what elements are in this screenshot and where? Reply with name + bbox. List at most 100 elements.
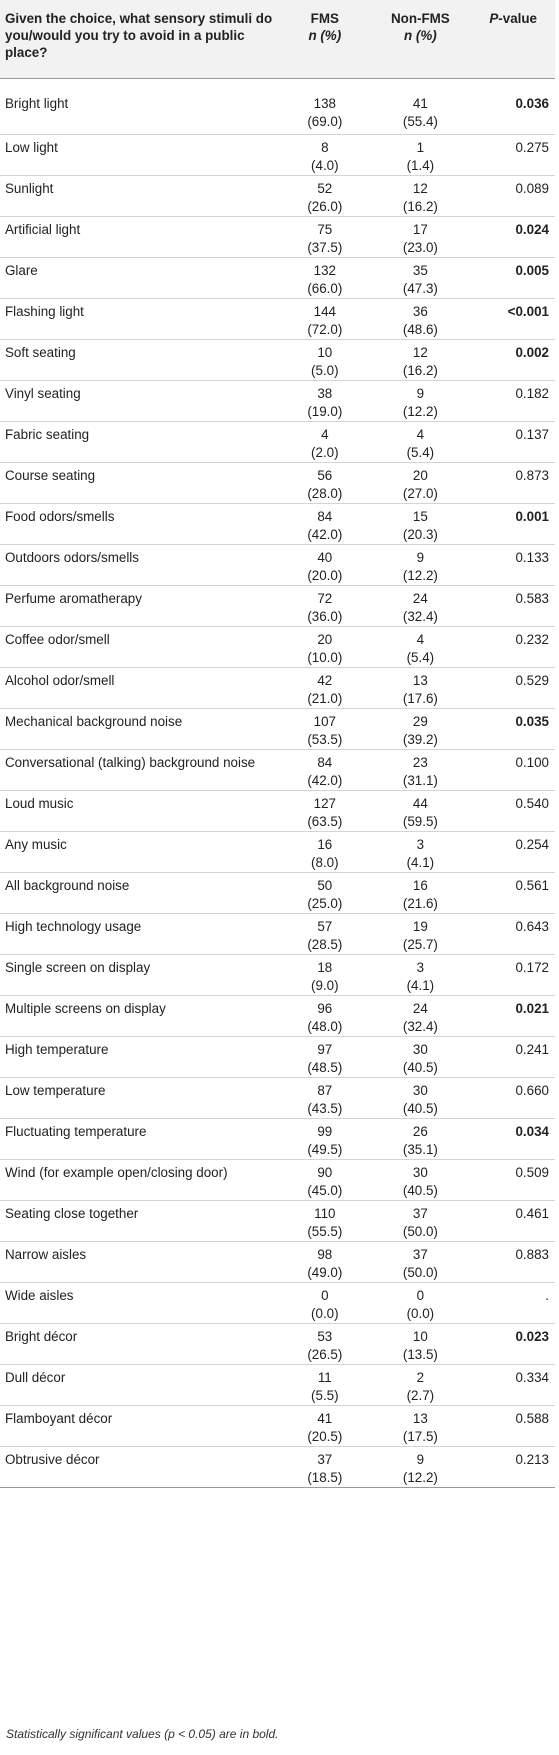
row-label: Course seating: [0, 462, 281, 504]
fms-cell: 56 (28.0): [280, 462, 370, 504]
fms-percent: (49.5): [307, 1142, 343, 1157]
row-label: Loud music: [0, 790, 281, 832]
nonfms-percent: (39.2): [402, 732, 438, 747]
fms-percent: (9.0): [311, 978, 339, 993]
fms-cell: 0 (0.0): [280, 1282, 370, 1324]
fms-percent: (42.0): [307, 773, 343, 788]
table-row: Artificial light 75 (37.5) 17 (23.0) 0.024: [0, 216, 555, 258]
pvalue-cell: 0.275: [471, 134, 555, 176]
row-label: Vinyl seating: [0, 380, 281, 422]
nonfms-cell: 12 (16.2): [369, 339, 472, 381]
nonfms-percent: (4.1): [406, 855, 435, 870]
header-row: Given the choice, what sensory stimuli d…: [0, 0, 555, 79]
fms-percent: (48.0): [307, 1019, 343, 1034]
pvalue-cell: 0.089: [471, 175, 555, 217]
table-row: Wide aisles 0 (0.0) 0 (0.0).: [0, 1282, 555, 1324]
fms-count: 87: [317, 1083, 333, 1098]
fms-count: 38: [317, 386, 333, 401]
table-row: Obtrusive décor 37 (18.5) 9 (12.2) 0.213: [0, 1446, 555, 1488]
pvalue-cell: 0.024: [471, 216, 555, 258]
fms-percent: (66.0): [307, 281, 343, 296]
pvalue-cell: 0.241: [471, 1036, 555, 1078]
fms-cell: 53 (26.5): [280, 1323, 370, 1365]
row-label: High technology usage: [0, 913, 281, 955]
row-label: Obtrusive décor: [0, 1446, 281, 1488]
nonfms-cell: 29 (39.2): [369, 708, 472, 750]
fms-percent: (19.0): [307, 404, 343, 419]
pvalue-cell: 0.182: [471, 380, 555, 422]
fms-count: 8: [321, 140, 329, 155]
fms-cell: 11 (5.5): [280, 1364, 370, 1406]
pvalue-cell: 0.133: [471, 544, 555, 586]
fms-percent: (5.5): [311, 1388, 339, 1403]
row-label: Food odors/smells: [0, 503, 281, 545]
nonfms-cell: 24 (32.4): [369, 995, 472, 1037]
nonfms-cell: 20 (27.0): [369, 462, 472, 504]
nonfms-count: 2: [416, 1370, 425, 1385]
row-label: Mechanical background noise: [0, 708, 281, 750]
table-row: Bright light 138 (69.0) 41 (55.4) 0.036: [0, 78, 555, 135]
fms-count: 50: [317, 878, 333, 893]
nonfms-cell: 9 (12.2): [369, 1446, 472, 1488]
fms-cell: 8 (4.0): [280, 134, 370, 176]
fms-count: 40: [317, 550, 333, 565]
table-row: Sunlight 52 (26.0) 12 (16.2) 0.089: [0, 175, 555, 217]
header-question: Given the choice, what sensory stimuli d…: [0, 0, 281, 79]
table-row: Any music 16 (8.0) 3 (4.1) 0.254: [0, 831, 555, 873]
fms-count: 97: [317, 1042, 333, 1057]
pvalue-cell: 0.036: [471, 78, 555, 135]
fms-count: 52: [317, 181, 333, 196]
fms-cell: 4 (2.0): [280, 421, 370, 463]
fms-percent: (43.5): [307, 1101, 343, 1116]
nonfms-percent: (40.5): [402, 1183, 438, 1198]
fms-count: 72: [317, 591, 333, 606]
nonfms-percent: (40.5): [402, 1060, 438, 1075]
fms-cell: 50 (25.0): [280, 872, 370, 914]
table-body: Bright light 138 (69.0) 41 (55.4) 0.036 Low li…: [0, 78, 555, 1488]
fms-cell: 87 (43.5): [280, 1077, 370, 1119]
row-label: All background noise: [0, 872, 281, 914]
pvalue-cell: 0.509: [471, 1159, 555, 1201]
fms-count: 84: [317, 509, 333, 524]
pvalue-cell: 0.561: [471, 872, 555, 914]
table-row: Food odors/smells 84 (42.0) 15 (20.3) 0.001: [0, 503, 555, 545]
fms-cell: 75 (37.5): [280, 216, 370, 258]
fms-percent: (26.0): [307, 199, 343, 214]
nonfms-cell: 37 (50.0): [369, 1200, 472, 1242]
table-row: Glare 132 (66.0) 35 (47.3) 0.005: [0, 257, 555, 299]
fms-percent: (55.5): [307, 1224, 343, 1239]
fms-cell: 42 (21.0): [280, 667, 370, 709]
pvalue-cell: 0.100: [471, 749, 555, 791]
fms-count: 53: [317, 1329, 333, 1344]
nonfms-count: 23: [412, 755, 428, 770]
nonfms-cell: 41 (55.4): [369, 78, 472, 135]
nonfms-cell: 15 (20.3): [369, 503, 472, 545]
fms-count: 144: [313, 304, 336, 319]
nonfms-percent: (32.4): [402, 609, 438, 624]
fms-count: 138: [313, 96, 336, 111]
nonfms-count: 24: [412, 591, 428, 606]
row-label: Single screen on display: [0, 954, 281, 996]
pvalue-cell: 0.883: [471, 1241, 555, 1283]
fms-percent: (45.0): [307, 1183, 343, 1198]
fms-cell: 96 (48.0): [280, 995, 370, 1037]
fms-cell: 98 (49.0): [280, 1241, 370, 1283]
fms-count: 11: [317, 1370, 332, 1385]
fms-count: 84: [317, 755, 333, 770]
table-header: Given the choice, what sensory stimuli d…: [0, 0, 555, 79]
header-pvalue-italic: P: [489, 11, 499, 26]
pvalue-cell: .: [471, 1282, 555, 1324]
fms-count: 127: [313, 796, 336, 811]
nonfms-percent: (12.2): [402, 404, 438, 419]
fms-count: 20: [317, 632, 333, 647]
row-label: Outdoors odors/smells: [0, 544, 281, 586]
table-footnote: Statistically significant values (p < 0.…: [6, 1727, 279, 1741]
header-fms-label: FMS: [310, 11, 339, 26]
fms-count: 56: [317, 468, 333, 483]
nonfms-cell: 3 (4.1): [369, 831, 472, 873]
nonfms-percent: (55.4): [402, 114, 438, 129]
table-row: High temperature 97 (48.5) 30 (40.5) 0.241: [0, 1036, 555, 1078]
nonfms-percent: (2.7): [406, 1388, 435, 1403]
pvalue-cell: 0.023: [471, 1323, 555, 1365]
